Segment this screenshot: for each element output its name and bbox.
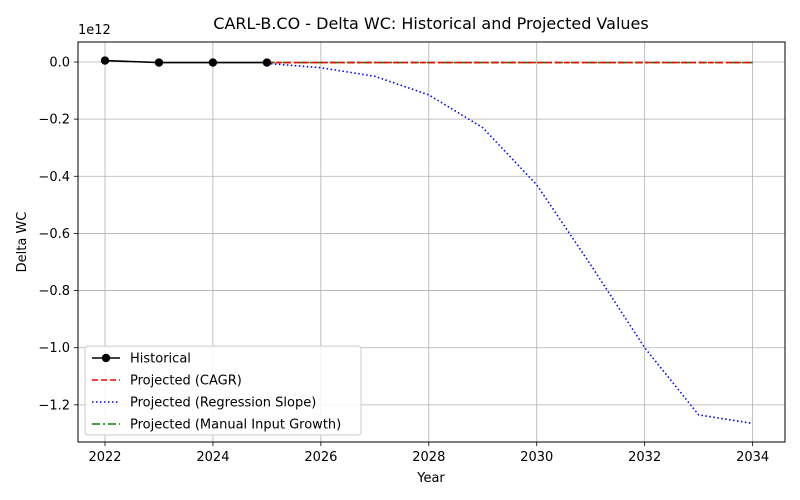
y-tick-label: −0.2 — [38, 113, 70, 128]
chart-title: CARL-B.CO - Delta WC: Historical and Pro… — [213, 14, 648, 33]
y-offset-label: 1e12 — [78, 23, 111, 38]
data-point — [262, 58, 272, 67]
legend-label-projected-manual-input-growth: Projected (Manual Input Growth) — [130, 418, 341, 433]
y-tick-label: −0.4 — [38, 170, 70, 185]
y-tick-label: −0.8 — [38, 284, 70, 299]
data-point — [100, 56, 110, 65]
data-point — [154, 58, 164, 67]
x-tick-label: 2024 — [196, 450, 229, 465]
y-tick-label: −1.2 — [38, 398, 70, 413]
plot-frame — [77, 41, 786, 443]
x-tick-label: 2022 — [88, 450, 121, 465]
x-axis-ticks: 2022 2024 2026 2028 2030 2032 2034 — [88, 442, 769, 465]
x-tick-label: 2034 — [736, 450, 769, 465]
x-tick-label: 2032 — [628, 450, 661, 465]
x-tick-label: 2030 — [520, 450, 553, 465]
legend-box — [84, 345, 362, 436]
legend-marker — [101, 353, 111, 363]
legend-label-projected-regression-slope: Projected (Regression Slope) — [130, 396, 316, 411]
series-line-historical — [104, 59, 267, 64]
y-tick-label: 0.0 — [49, 56, 70, 71]
x-tick-label: 2028 — [412, 450, 445, 465]
y-tick-label: −0.6 — [38, 227, 70, 242]
y-axis-label: Delta WC — [15, 212, 30, 273]
x-tick-label: 2026 — [304, 450, 337, 465]
legend-label-projected-cagr: Projected (CAGR) — [130, 374, 242, 389]
legend-label-historical: Historical — [130, 352, 191, 367]
series-lines — [100, 56, 753, 425]
y-axis-ticks: 0.0 −0.2 −0.4 −0.6 −0.8 −1.0 −1.2 — [38, 56, 78, 413]
x-axis-label: Year — [416, 471, 445, 486]
data-point — [208, 58, 218, 67]
y-tick-label: −1.0 — [38, 341, 70, 356]
series-line-projected-regression-slope — [266, 62, 753, 425]
legend: Historical Projected (CAGR) Projected (Reg… — [84, 345, 362, 436]
